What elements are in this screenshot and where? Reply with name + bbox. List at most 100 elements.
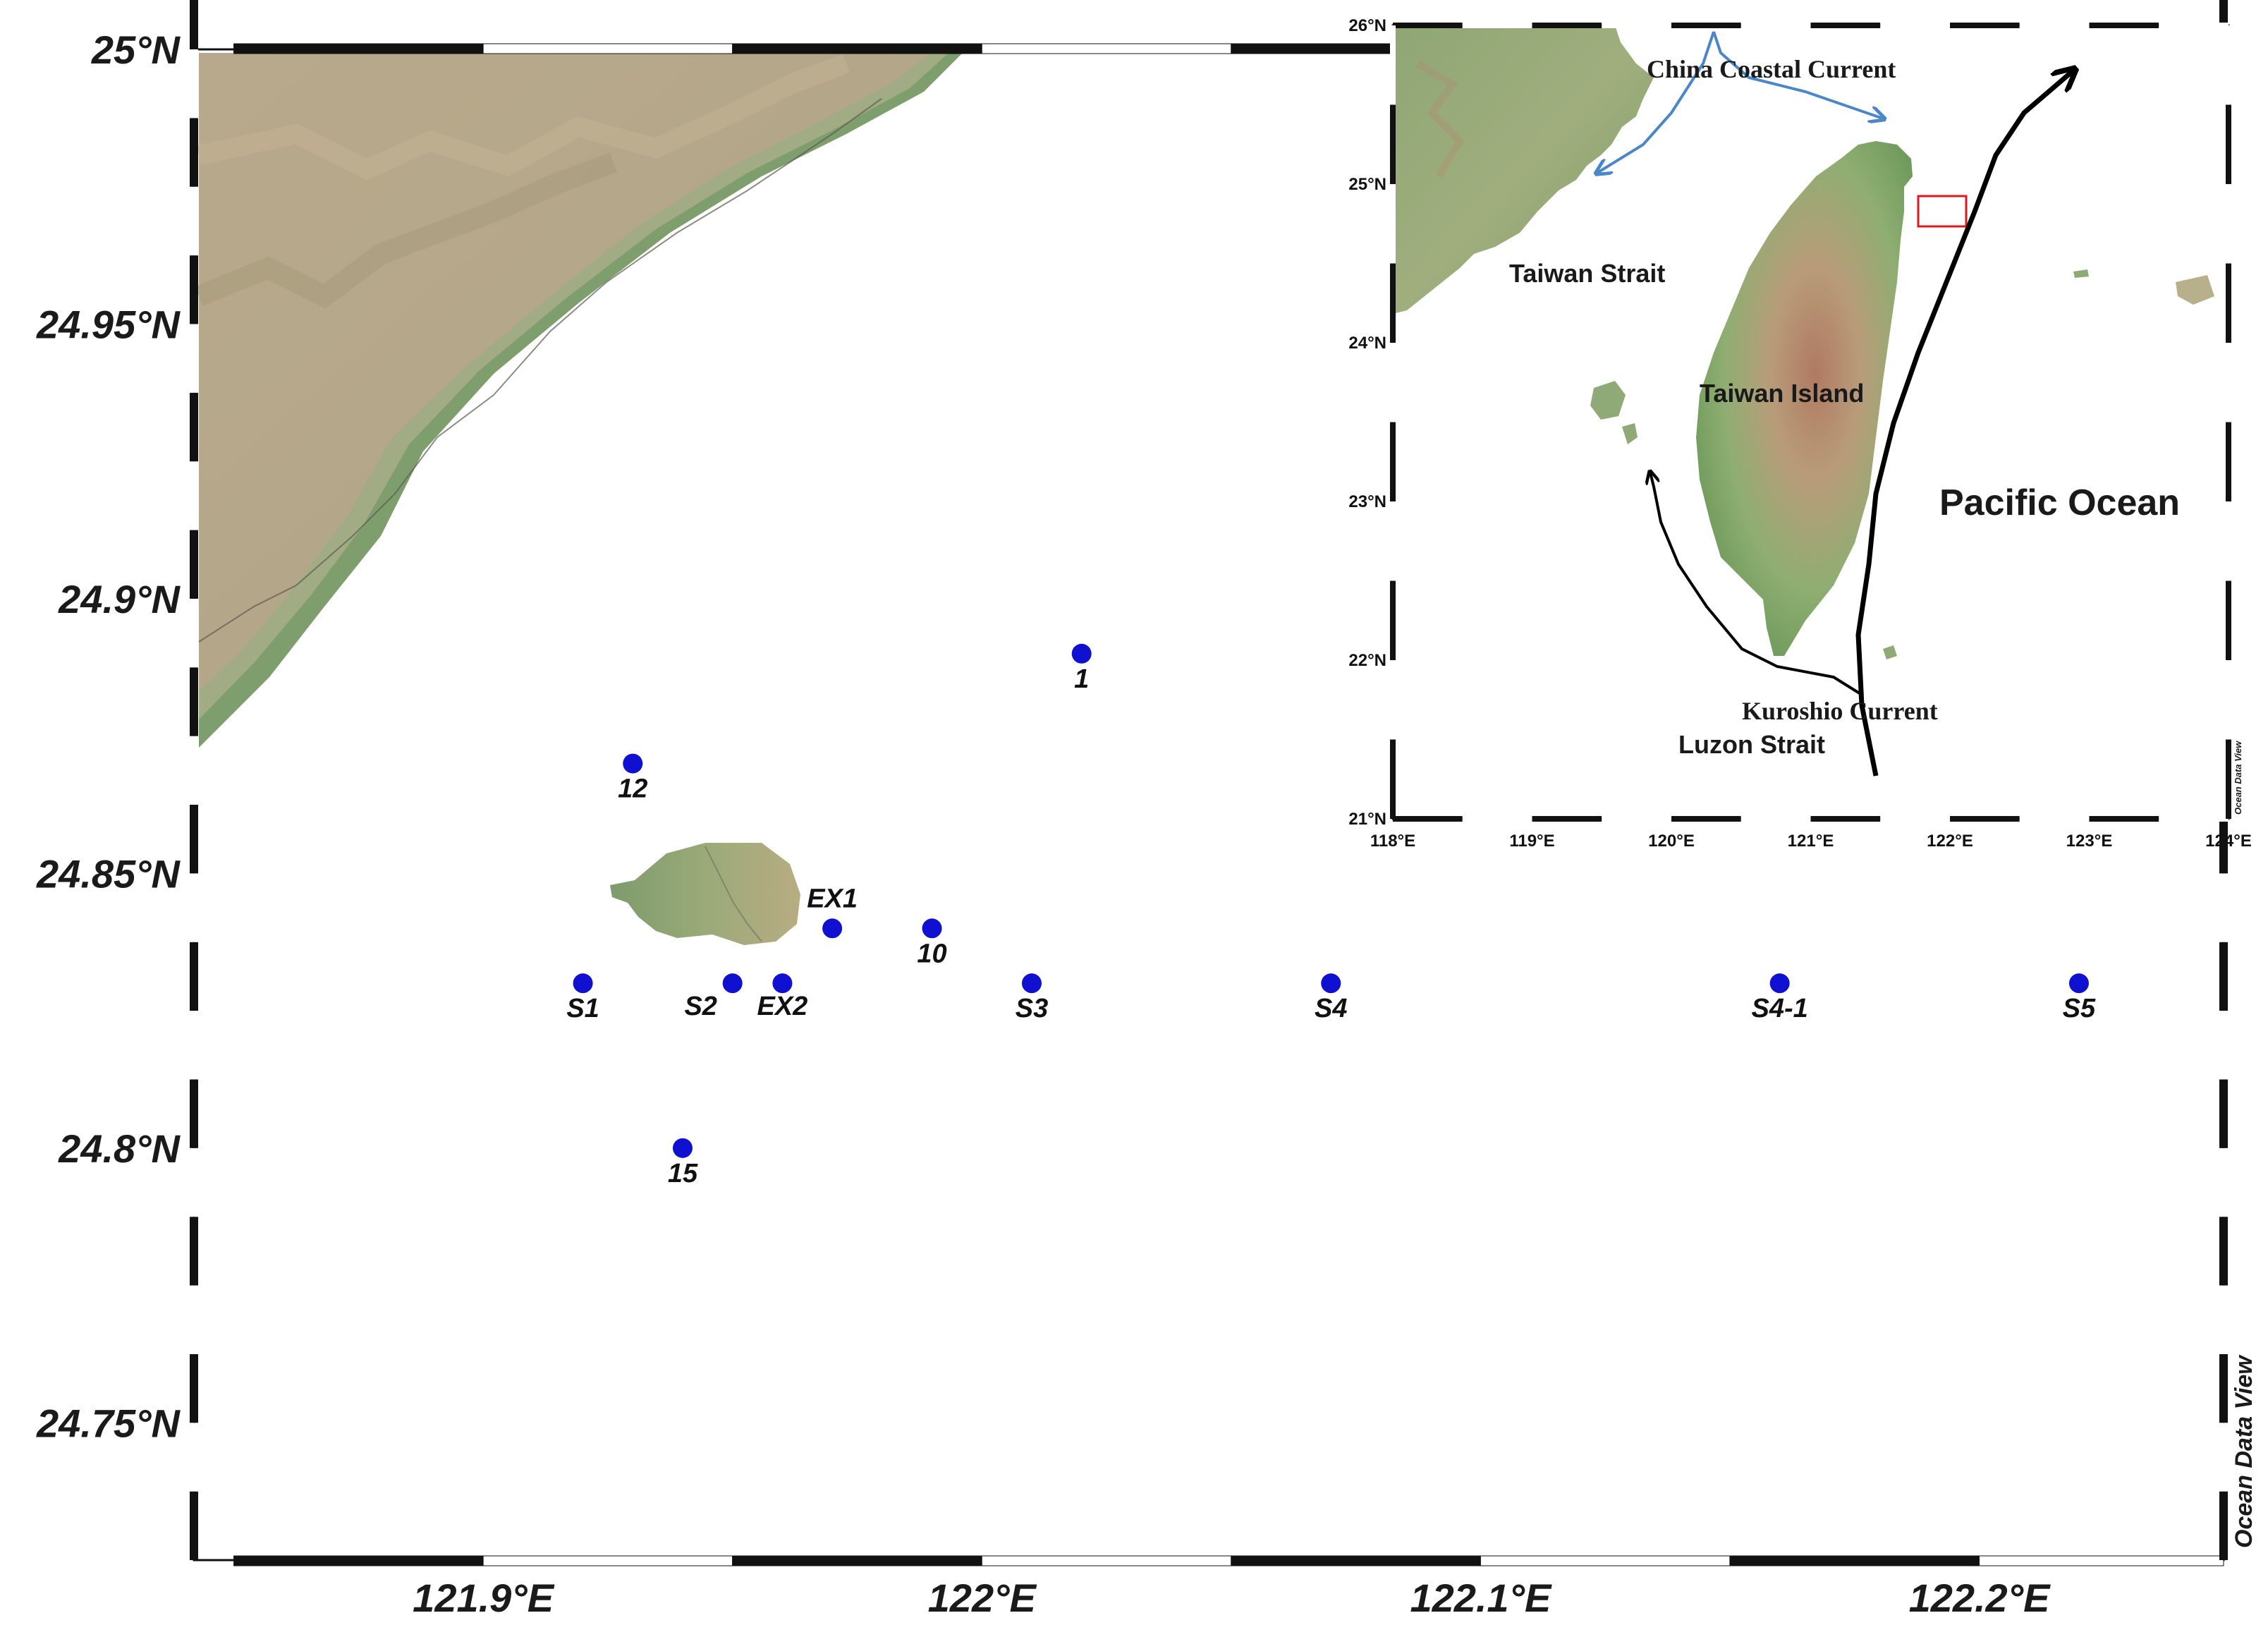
right-scale-segment <box>2219 942 2228 1011</box>
left-scale-segment <box>190 1011 198 1080</box>
right-scale-segment <box>2219 1217 2228 1286</box>
right-scale-segment <box>2219 873 2228 942</box>
inset-left-scale-segment <box>1390 184 1396 264</box>
bottom-scale-segment <box>1729 1555 1980 1566</box>
inset-right-scale-segment <box>2226 660 2231 740</box>
left-scale-segment <box>190 530 198 599</box>
kuroshio-current-arrow <box>1855 71 2073 777</box>
inset-latitude-tick-label: 25°N <box>1348 175 1386 194</box>
inset-top-scale-segment <box>1532 23 1602 28</box>
taiwan-island <box>1696 141 1913 656</box>
station-label: EX2 <box>757 992 807 1021</box>
top-scale-segment <box>233 43 484 54</box>
inset-top-scale-segment <box>1950 23 2020 28</box>
inset-top-scale-segment <box>1810 23 1881 28</box>
right-scale-segment <box>2219 1353 2228 1423</box>
top-scale-segment <box>981 43 1232 54</box>
inset-map: China Coastal Current Taiwan Strait Taiw… <box>1348 16 2251 851</box>
inset-right-scale-segment <box>2226 104 2231 184</box>
coastline-land <box>195 53 963 748</box>
station-label: S3 <box>1016 994 1048 1023</box>
station-label: S4-1 <box>1752 994 1808 1023</box>
inset-latitude-tick-label: 24°N <box>1348 334 1386 353</box>
inset-bottom-scale-segment <box>1532 816 1602 822</box>
inset-bottom-scale-segment <box>2019 816 2090 822</box>
inset-bottom-scale-segment <box>2159 816 2229 822</box>
left-scale-segment <box>190 0 198 49</box>
inset-frame-scale-bars <box>1390 23 2231 822</box>
inset-longitude-tick-label: 118°E <box>1370 832 1415 851</box>
left-scale-segment <box>190 1079 198 1148</box>
longitude-tick-label: 122.1°E <box>1410 1576 1552 1620</box>
inset-bottom-scale-segment <box>1740 816 1811 822</box>
inset-left-scale-segment <box>1390 580 1396 660</box>
inset-top-scale-segment <box>1462 23 1532 28</box>
bottom-scale-segment <box>482 1555 733 1566</box>
right-scale-segment <box>2219 1491 2228 1560</box>
station-label: S4 <box>1315 994 1347 1023</box>
latitude-tick-label: 24.85°N <box>36 851 181 896</box>
station-dot <box>573 973 593 994</box>
inset-longitude-tick-label: 124°E <box>2205 832 2252 851</box>
inset-top-scale-segment <box>1602 23 1671 28</box>
left-scale-segment <box>190 461 198 530</box>
left-scale-segment <box>190 736 198 805</box>
china-coastal-current-arrow-west <box>1597 31 1715 173</box>
label-luzon-strait: Luzon Strait <box>1678 730 1825 759</box>
left-scale-segment <box>190 1423 198 1492</box>
left-scale-segment <box>190 1491 198 1560</box>
right-scale-segment <box>2219 1011 2228 1080</box>
bottom-scale-segment <box>981 1555 1232 1566</box>
station-label: EX1 <box>807 884 858 913</box>
label-taiwan-strait: Taiwan Strait <box>1509 259 1665 288</box>
station-label: 1 <box>1074 664 1089 694</box>
inset-left-scale-segment <box>1390 739 1396 819</box>
right-scale-segment <box>2219 1285 2228 1354</box>
inset-longitude-tick-label: 123°E <box>2066 832 2113 851</box>
inset-top-scale-segment <box>1393 23 1463 28</box>
right-scale-segment <box>2219 1423 2228 1492</box>
inset-bottom-scale-segment <box>1950 816 2020 822</box>
top-scale-segment <box>732 43 982 54</box>
left-scale-segment <box>190 873 198 942</box>
kuroshio-branch-arrow <box>1650 473 1863 696</box>
latitude-tick-label: 24.95°N <box>36 302 181 346</box>
left-scale-segment <box>190 255 198 324</box>
latitude-axis: 25°N 24.95°N 24.9°N 24.85°N 24.8°N 24.75°N <box>36 28 181 1445</box>
inset-left-scale-segment <box>1390 25 1396 105</box>
main-map: 25°N24.95°N24.9°N24.85°N24.8°N24.75°N 12… <box>36 0 2257 1620</box>
inset-longitude-tick-label: 119°E <box>1509 832 1554 851</box>
station-label: 10 <box>917 939 946 968</box>
label-kuroshio-current: Kuroshio Current <box>1742 697 1938 725</box>
bottom-scale-segment <box>1231 1555 1481 1566</box>
inset-bottom-scale-segment <box>1462 816 1532 822</box>
inset-bottom-scale-segment <box>2089 816 2159 822</box>
inset-bottom-scale-segment <box>1602 816 1671 822</box>
left-scale-segment <box>190 118 198 187</box>
station-label: 15 <box>668 1159 698 1188</box>
inset-bottom-scale-segment <box>1810 816 1881 822</box>
bottom-scale-segment <box>1979 1555 2224 1566</box>
left-scale-segment <box>190 186 198 256</box>
inset-right-scale-segment <box>2226 184 2231 264</box>
station-1: 1 <box>1071 643 1092 694</box>
inset-latitude-tick-label: 22°N <box>1348 651 1386 670</box>
bottom-scale-segment <box>732 1555 982 1566</box>
longitude-tick-label: 122.2°E <box>1909 1576 2051 1620</box>
china-mainland <box>1393 25 1654 314</box>
inset-right-scale-segment <box>2226 580 2231 660</box>
left-scale-segment <box>190 942 198 1011</box>
station-12: 12 <box>618 753 647 804</box>
latitude-tick-label: 24.75°N <box>36 1401 181 1445</box>
latitude-tick-label: 24.8°N <box>58 1126 181 1171</box>
station-dot <box>922 918 942 939</box>
latitude-tick-label: 25°N <box>91 28 181 72</box>
station-dot <box>1769 973 1790 994</box>
bottom-scale-segment <box>1480 1555 1731 1566</box>
left-scale-segment <box>190 598 198 668</box>
inset-left-scale-segment <box>1390 660 1396 740</box>
station-label: 12 <box>618 774 647 804</box>
right-scale-segment <box>2219 1079 2228 1148</box>
latitude-tick-label: 24.9°N <box>58 577 181 621</box>
left-scale-segment <box>190 324 198 393</box>
